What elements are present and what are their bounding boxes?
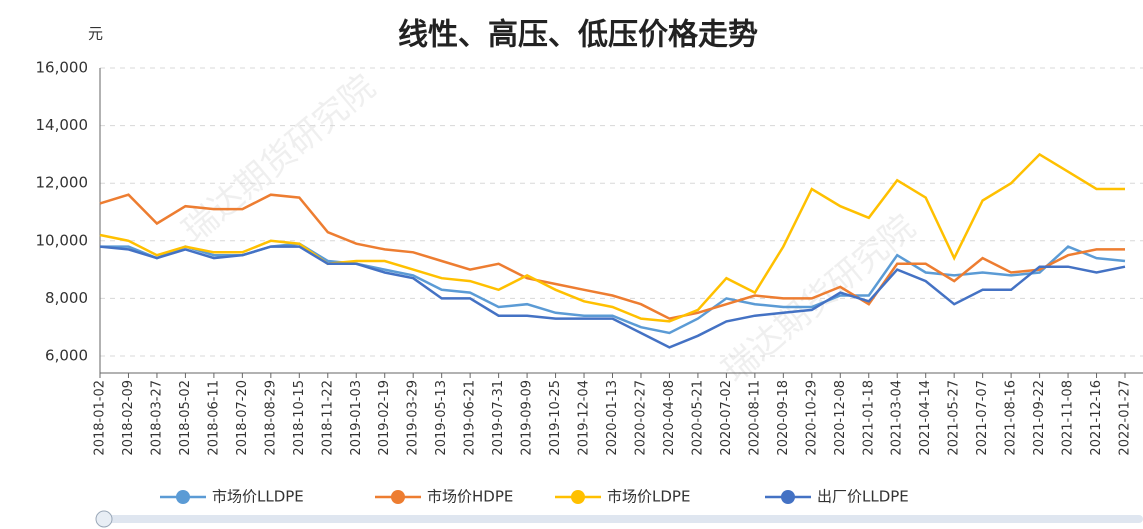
x-tick-label: 2018-05-02 (178, 380, 193, 456)
series-line (99, 152, 1125, 323)
x-tick-label: 2020-04-08 (662, 380, 677, 456)
x-tick-label: 2018-06-11 (206, 380, 221, 456)
x-tick-label: 2019-03-29 (406, 380, 421, 456)
x-tick-label: 2020-10-29 (804, 380, 819, 456)
x-tick-label: 2019-12-04 (577, 380, 592, 456)
x-tick-label: 2019-10-25 (548, 380, 563, 456)
x-tick-label: 2020-12-08 (833, 380, 848, 456)
y-tick-label: 10,000 (36, 231, 89, 249)
x-tick-label: 2021-11-08 (1061, 380, 1076, 456)
legend-marker (571, 490, 585, 504)
zoom-handle[interactable] (95, 510, 113, 528)
series-line (99, 245, 1126, 349)
y-unit: 元 (88, 25, 103, 43)
x-tick-label: 2019-02-19 (377, 380, 392, 456)
x-tick-label: 2019-05-13 (434, 380, 449, 456)
y-tick-label: 12,000 (36, 174, 89, 192)
x-tick-label: 2018-11-22 (320, 380, 335, 456)
x-tick-label: 2019-07-31 (491, 380, 506, 456)
x-tick-label: 2020-01-13 (605, 380, 620, 456)
x-tick-label: 2018-01-02 (93, 380, 108, 456)
x-tick-label: 2021-05-27 (947, 380, 962, 456)
zoom-slider[interactable] (100, 515, 1143, 523)
y-tick-label: 14,000 (36, 116, 89, 134)
legend-marker (176, 490, 190, 504)
x-tick-label: 2020-05-21 (690, 380, 705, 456)
x-tick-label: 2021-03-04 (890, 380, 905, 456)
y-tick-label: 8,000 (45, 289, 88, 307)
x-tick-label: 2020-07-02 (719, 380, 734, 456)
series-line (99, 193, 1125, 320)
legend-marker (781, 490, 795, 504)
x-tick-label: 2021-04-14 (918, 380, 933, 456)
y-tick-label: 6,000 (45, 347, 88, 365)
x-tick-label: 2018-07-20 (235, 380, 250, 456)
legend-label: 市场价LLDPE (212, 488, 304, 506)
x-tick-label: 2020-08-11 (747, 380, 762, 456)
x-tick-label: 2022-01-27 (1118, 380, 1133, 456)
x-tick-label: 2018-03-27 (149, 380, 164, 456)
x-tick-label: 2018-08-29 (263, 380, 278, 456)
legend-label: 市场价HDPE (427, 488, 513, 506)
watermark: 瑞达期货研究院 (175, 67, 383, 251)
x-tick-label: 2021-12-16 (1089, 380, 1104, 456)
legend-marker (391, 490, 405, 504)
x-tick-label: 2018-10-15 (292, 380, 307, 456)
x-tick-label: 2021-09-22 (1032, 380, 1047, 456)
x-tick-label: 2020-09-18 (776, 380, 791, 456)
x-tick-label: 2021-07-07 (975, 380, 990, 456)
x-tick-label: 2021-01-18 (861, 380, 876, 456)
legend-label: 出厂价LLDPE (817, 488, 909, 506)
y-tick-label: 16,000 (36, 59, 89, 77)
x-tick-label: 2020-02-27 (633, 380, 648, 456)
x-tick-label: 2019-01-03 (349, 380, 364, 456)
x-tick-label: 2018-02-09 (121, 380, 136, 456)
legend-label: 市场价LDPE (607, 488, 690, 506)
chart-title: 线性、高压、低压价格走势 (398, 18, 758, 53)
x-tick-label: 2019-06-21 (463, 380, 478, 456)
x-tick-label: 2019-09-09 (520, 380, 535, 456)
x-tick-label: 2021-08-16 (1004, 380, 1019, 456)
